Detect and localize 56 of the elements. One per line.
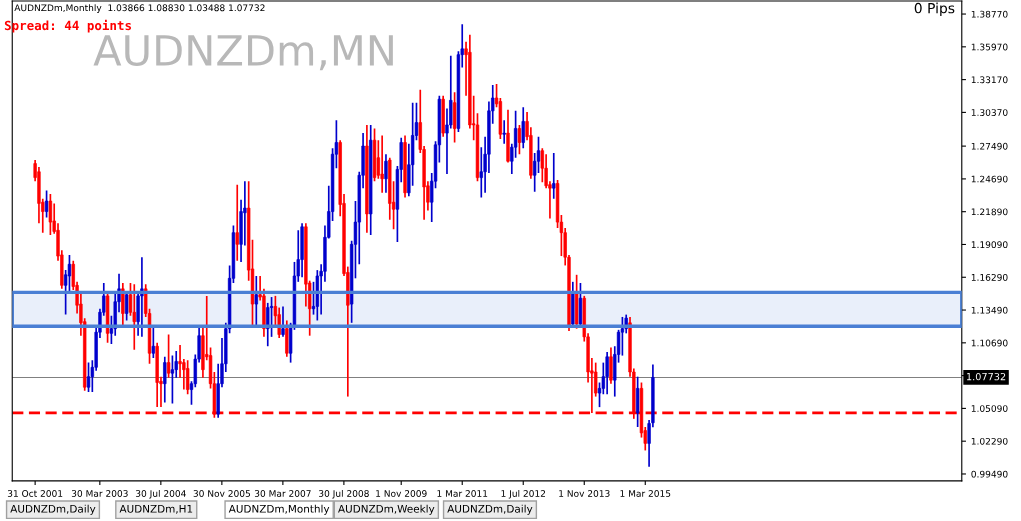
y-tick-label: 1.19090	[971, 241, 1008, 249]
text: AUDNZDm,H1	[119, 504, 193, 514]
text: AUDNZDm,MN	[93, 35, 393, 71]
candlestick	[170, 354, 175, 405]
candlestick	[521, 106, 525, 150]
text: AUDNZDm,Daily	[10, 504, 96, 515]
x-tick-label: 31 Oct 2001	[7, 490, 63, 497]
text: AUDNZDm,Monthly	[228, 504, 330, 515]
candlestick	[540, 147, 544, 184]
text: AUDNZDm,Weekly	[338, 504, 435, 515]
candlestick	[517, 124, 522, 156]
candlestick	[185, 359, 190, 396]
candlestick	[502, 119, 506, 145]
y-tick-label: 1.02290	[971, 437, 1008, 445]
x-tick-label: 1 Nov 2009	[376, 490, 427, 497]
annotation: AUDNZDm,Monthly 1.03866 1.08830 1.03488 1.07732	[14, 4, 265, 13]
y-tick-label: 1.24690	[971, 175, 1008, 183]
candlestick	[552, 152, 556, 200]
candlestick	[86, 361, 91, 393]
candlestick	[281, 305, 285, 338]
x-tick-label: 30 Jul 2008	[319, 489, 369, 499]
candlestick	[163, 355, 167, 404]
y-tick-label: 1.33170	[971, 76, 1008, 84]
x-tick-label: 1 Mar 2011	[437, 490, 488, 497]
y-tick-label: 1.30370	[971, 109, 1008, 116]
y-tick-label: 1.13490	[971, 306, 1008, 314]
candlestick	[44, 189, 49, 219]
annotation: 0 Pips	[914, 2, 955, 17]
y-tick-label: 0.99490	[971, 470, 1008, 478]
candlestick	[132, 283, 136, 351]
x-tick-label: 30 Mar 2003	[71, 490, 128, 497]
y-tick-label: 1.27490	[971, 142, 1008, 150]
candlestick	[384, 153, 388, 194]
x-tick-label: 1 Jul 2012	[501, 489, 546, 499]
x-tick-label: 30 Nov 2005	[193, 490, 250, 497]
ref-line-label: 1.07732	[967, 372, 1006, 381]
candlestick	[380, 134, 384, 194]
text: AUDNZDm,Daily	[447, 504, 533, 515]
candlestick	[605, 351, 609, 396]
x-tick-label: 30 Jul 2004	[135, 489, 186, 499]
x-tick-label: 1 Nov 2013	[559, 490, 610, 497]
candlestick	[48, 193, 53, 236]
y-tick-label: 1.38770	[971, 10, 1008, 18]
y-tick-label: 1.10690	[971, 339, 1008, 347]
candlestick	[609, 346, 613, 385]
y-tick-label: 1.21890	[971, 208, 1008, 216]
y-tick-label: 1.35970	[971, 43, 1008, 51]
candlestick	[124, 291, 129, 322]
candlestick	[151, 325, 156, 359]
y-tick-label: 1.16290	[971, 273, 1008, 281]
x-tick-label: 30 Mar 2007	[254, 490, 311, 497]
y-tick-label: 1.05090	[971, 405, 1008, 412]
candlestick	[235, 183, 239, 262]
x-tick-label: 1 Mar 2015	[620, 490, 671, 497]
candlestick	[140, 256, 144, 338]
candlestick	[166, 333, 171, 379]
